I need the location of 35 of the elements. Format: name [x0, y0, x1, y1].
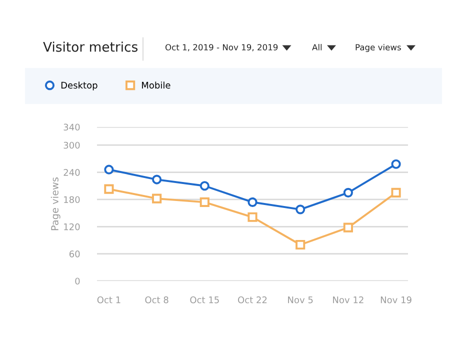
point	[248, 197, 258, 207]
point	[104, 184, 114, 194]
point	[248, 212, 258, 222]
point	[343, 188, 353, 198]
y-axis-title: Page views	[50, 177, 60, 230]
point	[391, 159, 401, 169]
x-tick-label: Nov 5	[288, 296, 313, 304]
point	[343, 222, 353, 232]
x-tick-label: Oct 15	[190, 296, 219, 304]
y-tick-label: 300	[64, 142, 80, 149]
point	[152, 174, 162, 184]
point	[104, 164, 114, 174]
text: Oct 1, 2019 - Nov 19, 2019	[165, 44, 278, 52]
y-tick-label: 180	[64, 196, 80, 204]
x-tick-label: Oct 22	[238, 296, 267, 304]
y-tick-label: 340	[64, 124, 80, 131]
x-tick-label: Oct 1	[97, 296, 120, 304]
y-tick-label: 60	[69, 250, 80, 258]
point	[200, 181, 210, 191]
point	[296, 204, 306, 214]
y-tick-label: 120	[64, 223, 80, 230]
point	[200, 197, 210, 207]
chart-title: Visitor metrics	[43, 42, 138, 52]
y-tick-label: 0	[75, 278, 80, 285]
point	[391, 188, 401, 198]
legend-label: Mobile	[142, 82, 170, 89]
point	[152, 194, 162, 204]
legend-label: Desktop	[61, 82, 98, 90]
x-tick-label: Nov 19	[380, 296, 412, 304]
text: Page views	[356, 44, 401, 52]
point	[296, 240, 306, 250]
x-tick-label: Nov 12	[333, 296, 364, 304]
x-tick-label: Oct 8	[145, 296, 168, 304]
text: All	[312, 44, 322, 50]
y-tick-label: 240	[64, 169, 80, 176]
